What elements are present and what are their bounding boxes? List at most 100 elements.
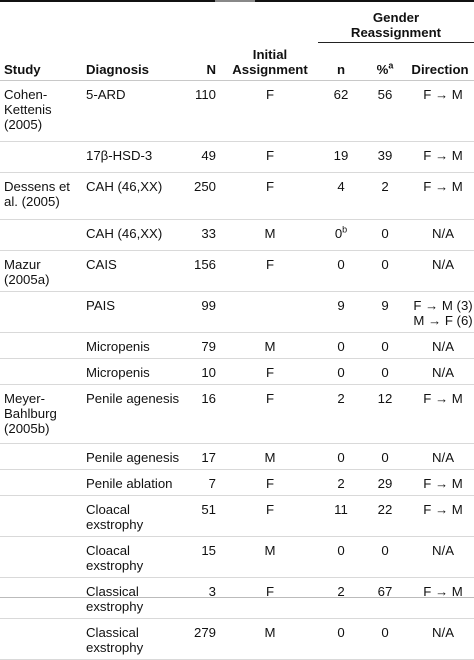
cell-direction-text: F → M — [423, 583, 463, 599]
cell-reassign-n: 0 — [318, 358, 364, 385]
table-row: Cohen-Kettenis (2005) 5-ARD 110 F 62 56 F → M — [0, 79, 474, 142]
cell-reassign-n: 2 — [318, 383, 364, 444]
cell-initial-assignment-text: M — [264, 624, 276, 640]
cell-reassign-n-text: 4 — [337, 178, 345, 194]
header-percent-label: % — [376, 61, 389, 77]
cell-reassign-n-text: 11 — [334, 501, 348, 517]
table-row: Penile agenesis 17 M 0 0 N/A — [0, 443, 474, 470]
cell-diagnosis-text: 5-ARD — [86, 86, 126, 102]
cell-direction: F → M — [406, 171, 474, 220]
cell-initial-assignment: F — [222, 79, 318, 142]
cell-reassign-n: 0 — [318, 249, 364, 292]
cell-percent: 29 — [364, 469, 406, 496]
cell-reassign-n-text: 0 — [337, 542, 345, 558]
cell-study-text: Cohen-Kettenis (2005) — [4, 86, 52, 132]
cell-initial-assignment: M — [222, 618, 318, 660]
cell-direction: F → M — [406, 495, 474, 537]
table-row: CAH (46,XX) 33 M 0b 0 N/A — [0, 219, 474, 251]
cell-direction: N/A — [406, 536, 474, 578]
cell-n-text: 279 — [193, 624, 216, 640]
cell-study — [0, 219, 78, 251]
cell-reassign-n: 4 — [318, 171, 364, 220]
cell-direction-text: F → M — [423, 475, 463, 491]
table-row: Micropenis 79 M 0 0 N/A — [0, 332, 474, 359]
cell-initial-assignment: M — [222, 443, 318, 470]
cell-percent: 12 — [364, 383, 406, 444]
cell-reassign-n: 11 — [318, 495, 364, 537]
cell-reassign-n-text: 0 — [337, 256, 345, 272]
cell-diagnosis-text: Micropenis — [86, 364, 150, 380]
cell-diagnosis-text: Classical exstrophy — [86, 583, 144, 614]
cell-direction-text: N/A — [432, 256, 454, 272]
cell-percent-text: 39 — [377, 147, 393, 163]
cell-percent: 0 — [364, 249, 406, 292]
cell-diagnosis-text: CAH (46,XX) — [86, 225, 163, 241]
cell-initial-assignment-text: F — [265, 256, 275, 272]
cell-diagnosis-text: Cloacal exstrophy — [86, 501, 144, 532]
table-row: Dessens et al. (2005) CAH (46,XX) 250 F 4 2 F … — [0, 171, 474, 220]
cell-study — [0, 536, 78, 578]
cell-n-text: 7 — [208, 475, 216, 491]
cell-reassign-n: 0 — [318, 618, 364, 660]
cell-n: 15 — [186, 536, 222, 578]
cell-diagnosis: Classical exstrophy — [78, 618, 186, 660]
bottom-rule — [0, 597, 474, 598]
cell-initial-assignment: F — [222, 383, 318, 444]
cell-n: 156 — [186, 249, 222, 292]
cell-study-text: Dessens et al. (2005) — [4, 178, 70, 209]
cell-n: 16 — [186, 383, 222, 444]
cell-reassign-n: 0b — [318, 219, 364, 251]
cell-direction-text: F → M — [423, 390, 463, 406]
cell-initial-assignment-text: F — [265, 501, 275, 517]
table-row: Mazur (2005a) CAIS 156 F 0 0 N/A — [0, 249, 474, 292]
cell-initial-assignment: M — [222, 219, 318, 251]
cell-direction-text: F → M — [423, 501, 463, 517]
cell-percent-text: 0 — [381, 338, 389, 354]
cell-direction: N/A — [406, 332, 474, 359]
cell-reassign-n-text: 2 — [337, 475, 345, 491]
header-gender-reassignment: Gender Reassignment — [318, 10, 474, 43]
cell-study — [0, 291, 78, 333]
table-row: PAIS 99 9 9 F → M (3) M → F (6) — [0, 291, 474, 333]
cell-percent: 2 — [364, 171, 406, 220]
cell-direction: F → M — [406, 141, 474, 173]
cell-diagnosis: Penile agenesis — [78, 383, 186, 444]
header-initial-assignment: Initial Assignment — [222, 43, 318, 81]
cell-percent: 0 — [364, 443, 406, 470]
cell-diagnosis: Micropenis — [78, 332, 186, 359]
cell-reassign-n: 0 — [318, 332, 364, 359]
cell-diagnosis-text: CAIS — [86, 256, 117, 272]
cell-diagnosis: CAH (46,XX) — [78, 171, 186, 220]
cell-initial-assignment-text: F — [265, 178, 275, 194]
table-row: Meyer-Bahlburg (2005b) Penile agenesis 16 F… — [0, 383, 474, 444]
cell-n-text: 15 — [201, 542, 216, 558]
cell-reassign-n-text: 0 — [337, 364, 345, 380]
cell-direction-text: N/A — [432, 364, 454, 380]
cell-n: 99 — [186, 291, 222, 333]
cell-diagnosis: CAIS — [78, 249, 186, 292]
cell-direction: N/A — [406, 358, 474, 385]
cell-n-text: 33 — [201, 225, 216, 241]
cell-diagnosis-text: Classical exstrophy — [86, 624, 144, 655]
cell-initial-assignment-text: F — [265, 147, 275, 163]
cell-percent-text: 29 — [377, 475, 393, 491]
cell-initial-assignment-text: M — [264, 542, 276, 558]
cell-initial-assignment: F — [222, 469, 318, 496]
cell-diagnosis-text: 17β-HSD-3 — [86, 147, 153, 163]
cell-n-text: 16 — [201, 390, 216, 406]
cell-initial-assignment-text: F — [265, 475, 275, 491]
cell-percent-text: 0 — [381, 449, 389, 465]
cell-direction-text: N/A — [432, 624, 454, 640]
cell-direction-text: N/A — [432, 542, 454, 558]
cell-n: 33 — [186, 219, 222, 251]
cell-direction: F → M — [406, 383, 474, 444]
cell-n-text: 79 — [201, 338, 216, 354]
cell-n-text: 110 — [194, 86, 216, 102]
cell-reassign-n: 19 — [318, 141, 364, 173]
cell-direction: F → M — [406, 79, 474, 142]
cell-reassign-n: 0 — [318, 536, 364, 578]
header-initial-line1: Initial — [252, 46, 288, 62]
cell-diagnosis-text: Penile agenesis — [86, 390, 180, 406]
cell-initial-assignment: F — [222, 495, 318, 537]
cell-reassign-n-text: 0 — [337, 624, 345, 640]
